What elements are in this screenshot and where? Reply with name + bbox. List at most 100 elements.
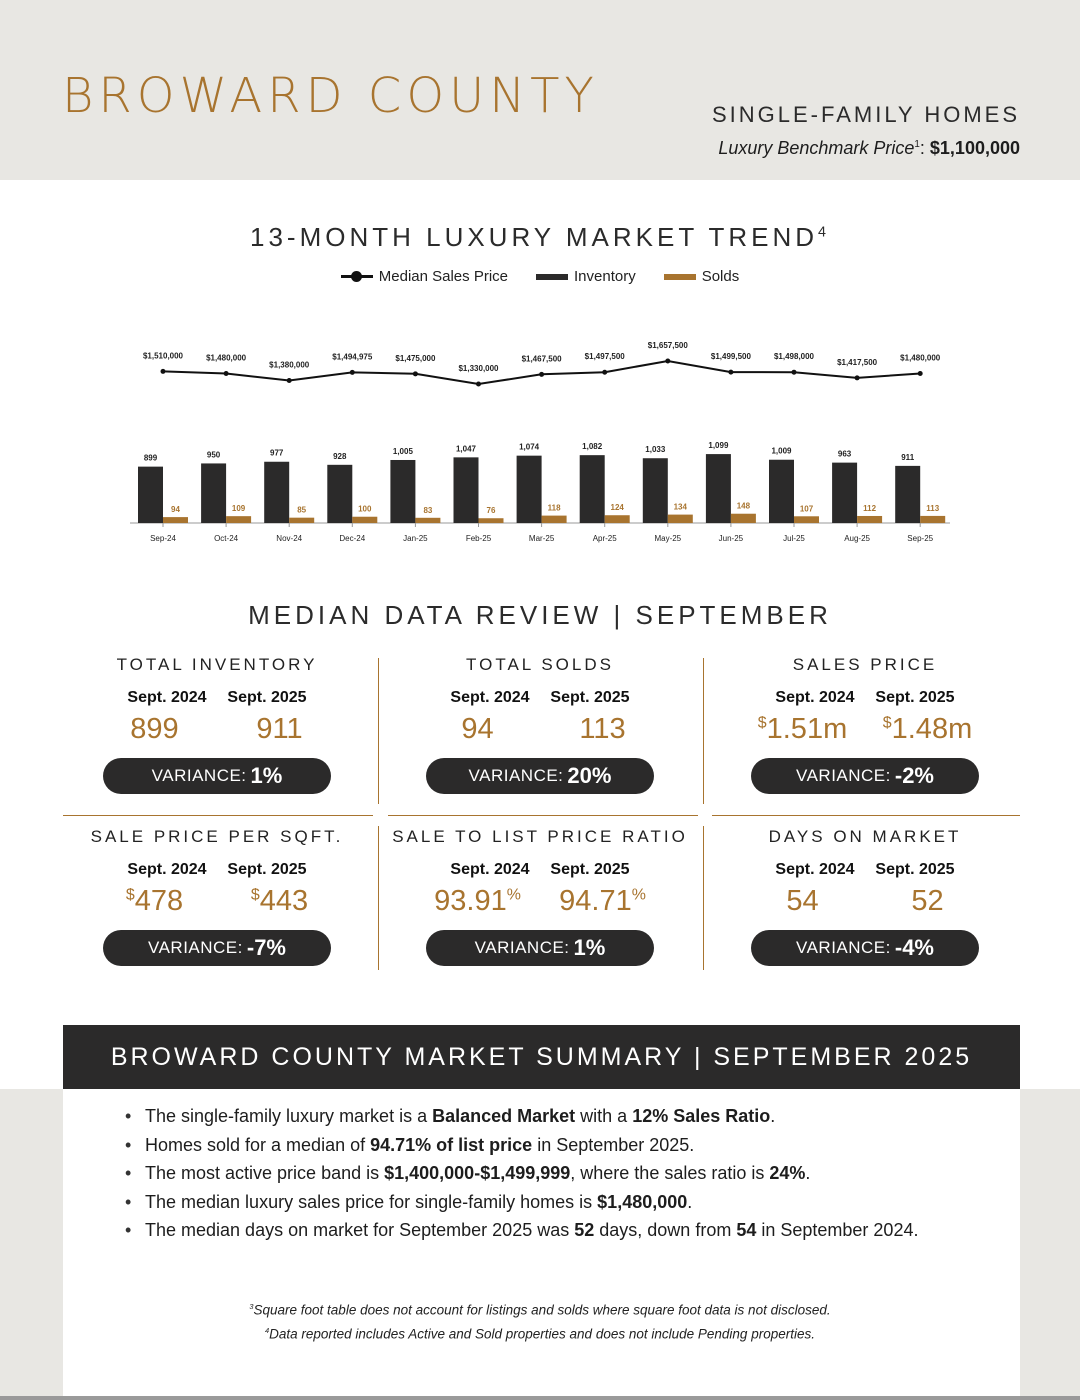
variance-badge: VARIANCE: 20% bbox=[426, 758, 654, 794]
bullet-text: The single-family luxury market is a bbox=[145, 1106, 433, 1126]
metric-card: SALES PRICE Sept. 2024 Sept. 2025 $1.51m $1.… bbox=[715, 655, 1015, 794]
median-price-label: $1,480,000 bbox=[900, 353, 941, 362]
solds-bar bbox=[352, 516, 378, 523]
value-suffix: % bbox=[506, 886, 521, 904]
summary-title: BROWARD COUNTY MARKET SUMMARY | SEPTEMBE… bbox=[63, 1025, 1020, 1089]
x-tick-label: Sep-25 bbox=[907, 534, 933, 543]
footnote-3: 3Square foot table does not account for … bbox=[0, 1297, 1080, 1321]
period-row: Sept. 2024 Sept. 2025 bbox=[765, 689, 965, 707]
solds-value-label: 134 bbox=[674, 503, 688, 512]
x-tick-label: Feb-25 bbox=[466, 534, 492, 543]
median-price-point bbox=[476, 381, 481, 387]
median-price-point bbox=[602, 369, 608, 375]
variance-label: VARIANCE: bbox=[796, 766, 891, 785]
median-price-point bbox=[917, 370, 923, 376]
legend-label-solds: Solds bbox=[701, 268, 740, 285]
value-row: 93.91% 94.71% bbox=[415, 885, 665, 918]
inventory-bar bbox=[642, 458, 668, 523]
bottom-edge-line bbox=[0, 1396, 1080, 1400]
median-price-point bbox=[160, 368, 166, 374]
value-2025: 911 bbox=[256, 713, 303, 745]
x-tick-label: Mar-25 bbox=[529, 534, 555, 543]
variance-label: VARIANCE: bbox=[468, 766, 564, 785]
divider-horizontal bbox=[388, 815, 698, 816]
legend-label-inventory: Inventory bbox=[574, 268, 636, 285]
value-suffix: % bbox=[631, 886, 646, 904]
x-tick-label: Dec-24 bbox=[339, 534, 365, 543]
bullet-text: with a bbox=[575, 1106, 633, 1126]
inventory-bar bbox=[769, 459, 794, 523]
solds-swatch-icon bbox=[663, 273, 696, 280]
period-2025: Sept. 2025 bbox=[227, 689, 307, 706]
variance-badge: VARIANCE: -2% bbox=[751, 758, 979, 794]
metric-title: TOTAL INVENTORY bbox=[116, 655, 318, 674]
county-title: BROWARD COUNTY bbox=[62, 68, 599, 124]
inventory-value-label: 911 bbox=[901, 453, 914, 462]
inventory-bar bbox=[138, 466, 163, 523]
value-prefix: $ bbox=[125, 886, 135, 904]
period-2025: Sept. 2025 bbox=[875, 689, 955, 706]
x-tick-label: Sep-24 bbox=[150, 534, 176, 543]
inventory-value-label: 928 bbox=[333, 452, 347, 461]
bullet-text: Homes sold for a median of bbox=[145, 1134, 371, 1155]
value-row: 54 52 bbox=[740, 885, 990, 918]
trend-title-footnote-mark: 4 bbox=[818, 224, 830, 241]
solds-value-label: 85 bbox=[297, 506, 306, 515]
median-price-label: $1,497,500 bbox=[585, 352, 626, 361]
period-row: Sept. 2024 Sept. 2025 bbox=[440, 689, 640, 707]
bullet-text: , where the sales ratio is bbox=[570, 1163, 770, 1183]
footnote-3-mark: 3 bbox=[249, 1302, 254, 1311]
legend-item-median: Median Sales Price bbox=[340, 268, 508, 285]
bullet-emphasis: 12% Sales Ratio bbox=[632, 1106, 771, 1126]
metric-card: SALE TO LIST PRICE RATIO Sept. 2024 Sept. … bbox=[390, 827, 690, 966]
solds-bar bbox=[794, 516, 819, 523]
x-tick-label: Jun-25 bbox=[719, 534, 744, 543]
period-2024: Sept. 2024 bbox=[127, 861, 207, 878]
divider-vertical bbox=[703, 826, 704, 970]
solds-bar bbox=[163, 517, 188, 523]
x-tick-label: Oct-24 bbox=[214, 534, 239, 543]
summary-bullet: The median luxury sales price for single… bbox=[125, 1192, 918, 1221]
metric-card: DAYS ON MARKET Sept. 2024 Sept. 2025 54 52 VA… bbox=[715, 827, 1015, 966]
period-row: Sept. 2024 Sept. 2025 bbox=[440, 861, 640, 879]
inventory-value-label: 950 bbox=[207, 450, 221, 459]
metric-card: TOTAL SOLDS Sept. 2024 Sept. 2025 94 113 VARI… bbox=[390, 655, 690, 794]
legend-item-inventory: Inventory bbox=[536, 268, 636, 285]
value-row: $1.51m $1.48m bbox=[740, 713, 990, 746]
summary-bullets: The single-family luxury market is a Bal… bbox=[125, 1106, 918, 1249]
bullet-emphasis: $1,480,000 bbox=[597, 1191, 688, 1212]
metric-title: SALES PRICE bbox=[792, 655, 938, 674]
solds-bar bbox=[730, 513, 756, 523]
bullet-text: in September 2025. bbox=[532, 1134, 695, 1155]
inventory-value-label: 977 bbox=[270, 449, 284, 458]
solds-bar bbox=[289, 517, 315, 523]
metric-title: SALE TO LIST PRICE RATIO bbox=[392, 827, 688, 846]
median-price-label: $1,498,000 bbox=[774, 352, 815, 361]
inventory-bar bbox=[327, 464, 353, 523]
variance-value: 1% bbox=[573, 935, 606, 960]
solds-value-label: 109 bbox=[232, 504, 246, 513]
inventory-value-label: 1,099 bbox=[708, 441, 729, 450]
divider-vertical bbox=[703, 658, 704, 804]
divider-vertical bbox=[378, 826, 379, 970]
property-type: SINGLE-FAMILY HOMES bbox=[711, 102, 1020, 127]
inventory-bar bbox=[201, 463, 227, 523]
period-row: Sept. 2024 Sept. 2025 bbox=[765, 861, 965, 879]
variance-badge: VARIANCE: -4% bbox=[751, 930, 979, 966]
metric-title: TOTAL SOLDS bbox=[466, 655, 614, 674]
inventory-value-label: 1,074 bbox=[519, 443, 540, 452]
metric-title: DAYS ON MARKET bbox=[768, 827, 962, 846]
solds-value-label: 107 bbox=[800, 504, 814, 513]
value-prefix: $ bbox=[882, 714, 892, 732]
bullet-emphasis: Balanced Market bbox=[432, 1106, 576, 1126]
variance-label: VARIANCE: bbox=[148, 938, 243, 957]
summary-bullet: The median days on market for September … bbox=[125, 1220, 918, 1249]
bullet-emphasis: 24% bbox=[769, 1163, 806, 1183]
inventory-value-label: 899 bbox=[144, 454, 158, 463]
value-row: 94 113 bbox=[415, 713, 665, 746]
value-2024: $1.51m bbox=[757, 713, 848, 745]
median-price-label: $1,510,000 bbox=[143, 351, 184, 360]
value-2025: $1.48m bbox=[882, 713, 973, 745]
inventory-bar bbox=[453, 457, 479, 523]
inventory-bar bbox=[516, 455, 542, 523]
